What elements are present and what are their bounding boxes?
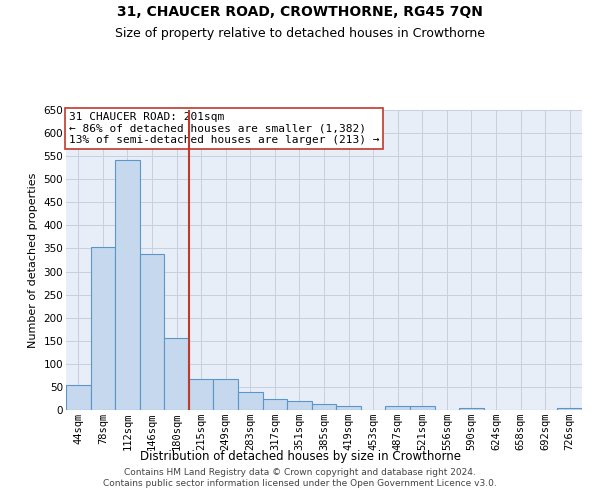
Text: Contains HM Land Registry data © Crown copyright and database right 2024.
Contai: Contains HM Land Registry data © Crown c… [103, 468, 497, 487]
Bar [164, 338, 189, 410]
Bar [385, 406, 410, 410]
Bar [459, 408, 484, 410]
Bar [189, 378, 214, 410]
Bar [557, 408, 582, 410]
Bar [238, 392, 263, 410]
Text: 31 CHAUCER ROAD: 201sqm
← 86% of detached houses are smaller (1,382)
13% of semi: 31 CHAUCER ROAD: 201sqm ← 86% of detache… [68, 112, 379, 144]
Bar [312, 404, 336, 410]
Bar [66, 384, 91, 410]
Bar [336, 406, 361, 410]
Text: Size of property relative to detached houses in Crowthorne: Size of property relative to detached ho… [115, 28, 485, 40]
Bar [214, 379, 238, 410]
Bar [115, 160, 140, 410]
Y-axis label: Number of detached properties: Number of detached properties [28, 172, 38, 348]
Bar [410, 406, 434, 410]
Bar [91, 247, 115, 410]
Bar [263, 400, 287, 410]
Text: Distribution of detached houses by size in Crowthorne: Distribution of detached houses by size … [139, 450, 461, 463]
Text: 31, CHAUCER ROAD, CROWTHORNE, RG45 7QN: 31, CHAUCER ROAD, CROWTHORNE, RG45 7QN [117, 5, 483, 19]
Bar [140, 254, 164, 410]
Bar [287, 401, 312, 410]
